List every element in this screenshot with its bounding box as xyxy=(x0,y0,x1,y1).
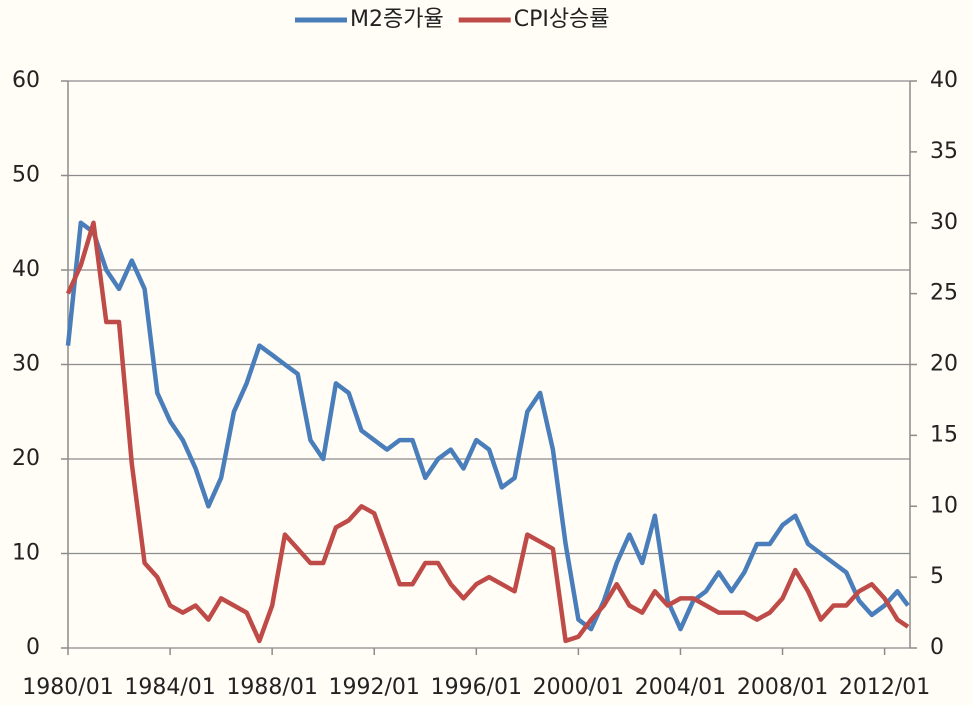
legend-label: CPI상승률 xyxy=(514,7,610,32)
x-tick-label: 1988/01 xyxy=(226,675,317,700)
x-tick-label: 2004/01 xyxy=(635,675,726,700)
y2-tick-label: 0 xyxy=(930,635,944,660)
x-tick-label: 2012/01 xyxy=(839,675,930,700)
series-line xyxy=(65,220,910,644)
legend-label: M2증가율 xyxy=(350,7,444,32)
y-tick-label: 30 xyxy=(12,352,40,377)
x-tick-label: 1984/01 xyxy=(124,675,215,700)
y-tick-label: 0 xyxy=(26,635,40,660)
y2-tick-label: 5 xyxy=(930,564,944,589)
x-tick-label: 1980/01 xyxy=(22,675,113,700)
x-tick-label: 1996/01 xyxy=(431,675,522,700)
y2-tick-label: 10 xyxy=(930,493,958,518)
y2-tick-label: 40 xyxy=(930,68,958,93)
y2-tick-label: 25 xyxy=(930,281,958,306)
y-tick-label: 50 xyxy=(12,163,40,188)
y-tick-label: 10 xyxy=(12,541,40,566)
y2-tick-label: 20 xyxy=(930,352,958,377)
y-tick-label: 40 xyxy=(12,257,40,282)
y-tick-label: 60 xyxy=(12,68,40,93)
y2-tick-label: 30 xyxy=(930,210,958,235)
x-tick-label: 2008/01 xyxy=(737,675,828,700)
y2-tick-label: 15 xyxy=(930,422,958,447)
y2-tick-label: 35 xyxy=(930,139,958,164)
legend: M2증가율 CPI상승률 xyxy=(295,7,610,32)
series-line xyxy=(65,220,910,632)
x-tick-label: 1992/01 xyxy=(329,675,420,700)
y-tick-label: 20 xyxy=(12,446,40,471)
x-tick-label: 2000/01 xyxy=(533,675,624,700)
